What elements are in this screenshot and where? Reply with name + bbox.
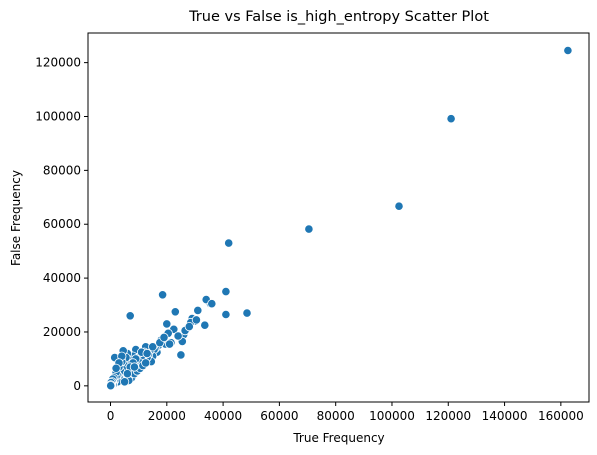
x-tick-label-6: 120000 <box>425 409 471 423</box>
x-tick-label-3: 60000 <box>260 409 298 423</box>
points-layer <box>106 45 573 391</box>
scatter-point-98 <box>173 331 183 341</box>
y-tick-label-4: 80000 <box>43 163 81 177</box>
y-tick-label-1: 20000 <box>43 325 81 339</box>
scatter-point-97 <box>165 339 175 349</box>
scatter-point-22 <box>162 319 172 329</box>
x-axis-ticks: 0 20000 40000 60000 80000 100000 120000 140000 1… <box>107 402 584 423</box>
scatter-point-102 <box>207 299 217 309</box>
plot-frame <box>87 32 590 403</box>
scatter-point-18 <box>176 350 186 360</box>
scatter-point-7 <box>221 309 231 320</box>
scatter-point-4 <box>224 238 234 248</box>
scatter-point-2 <box>394 201 404 211</box>
scatter-point-3 <box>304 224 314 234</box>
x-tick-label-5: 100000 <box>369 409 415 423</box>
scatter-point-105 <box>111 363 121 373</box>
scatter-point-1 <box>446 114 456 124</box>
scatter-point-96 <box>159 332 169 342</box>
y-axis-ticks: 0 20000 40000 60000 80000 100000 120000 <box>35 56 88 393</box>
x-tick-label-1: 20000 <box>148 409 186 423</box>
x-tick-label-0: 0 <box>107 409 115 423</box>
x-axis-label: True Frequency <box>292 431 384 445</box>
x-tick-label-2: 40000 <box>204 409 242 423</box>
scatter-point-88 <box>120 377 130 387</box>
scatter-point-86 <box>141 358 151 368</box>
scatter-point-19 <box>170 307 180 317</box>
scatter-point-94 <box>148 342 158 352</box>
y-tick-label-2: 40000 <box>43 271 81 285</box>
chart-title: True vs False is_high_entropy Scatter Pl… <box>188 9 489 25</box>
scatter-point-0 <box>563 45 573 56</box>
x-tick-label-7: 140000 <box>482 409 528 423</box>
y-axis-label: False Frequency <box>9 170 23 266</box>
scatter-point-6 <box>242 308 252 318</box>
scatter-point-100 <box>184 321 194 332</box>
scatter-point-106 <box>122 369 133 379</box>
x-tick-label-4: 80000 <box>317 409 355 423</box>
scatter-point-25 <box>158 290 168 300</box>
scatter-point-47 <box>125 311 135 321</box>
scatter-point-5 <box>221 286 231 297</box>
scatter-point-93 <box>142 348 152 359</box>
y-tick-label-0: 0 <box>73 379 81 393</box>
y-tick-label-6: 120000 <box>35 56 81 70</box>
y-tick-label-3: 60000 <box>43 217 81 231</box>
x-tick-label-8: 160000 <box>538 409 584 423</box>
scatter-point-107 <box>129 362 139 372</box>
y-tick-label-5: 100000 <box>35 109 81 123</box>
scatter-point-11 <box>193 305 203 315</box>
scatter-point-10 <box>200 320 210 330</box>
scatter-point-80 <box>106 381 116 391</box>
scatter-point-101 <box>191 315 201 325</box>
